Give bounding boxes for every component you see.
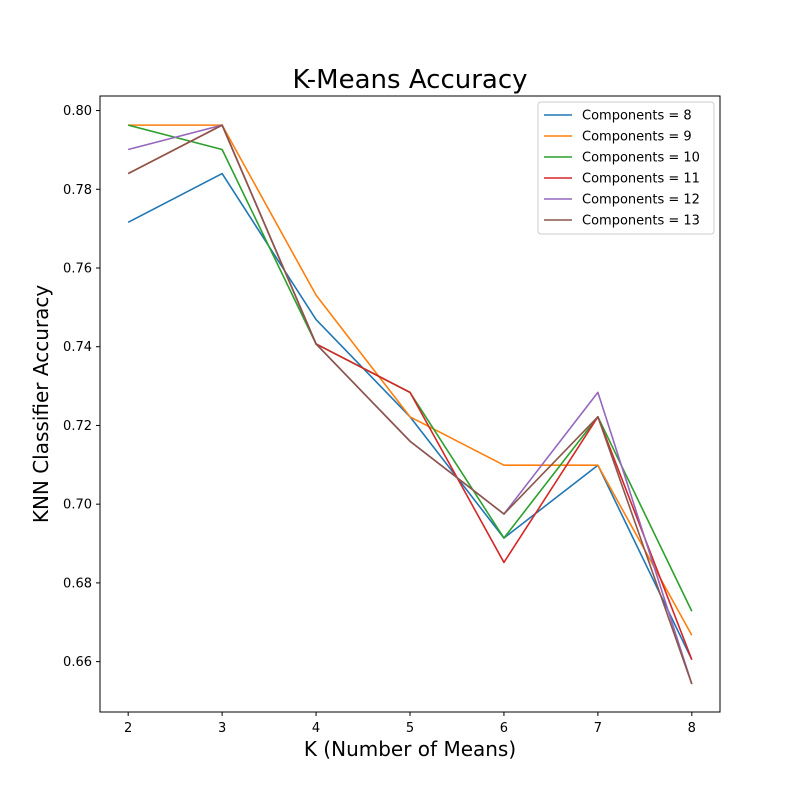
legend-label: Components = 12 — [582, 193, 700, 208]
y-tick-label: 0.80 — [63, 104, 92, 119]
x-tick-label: 3 — [218, 721, 226, 736]
x-tick-label: 7 — [594, 721, 602, 736]
x-tick-label: 6 — [500, 721, 508, 736]
y-tick-label: 0.72 — [63, 419, 92, 434]
legend-label: Components = 11 — [582, 172, 700, 187]
legend-label: Components = 10 — [582, 151, 700, 166]
y-axis: 0.66 0.68 0.70 0.72 0.74 0.76 0.78 0.80 — [63, 104, 100, 670]
legend-label: Components = 13 — [582, 214, 700, 229]
x-axis: 2 3 4 5 6 7 8 — [124, 712, 696, 736]
y-tick-label: 0.70 — [63, 498, 92, 513]
y-tick-label: 0.66 — [63, 655, 92, 670]
legend: Components = 8 Components = 9 Components =… — [537, 101, 715, 235]
y-tick-label: 0.78 — [63, 183, 92, 198]
y-axis-label: KNN Classifier Accuracy — [29, 285, 53, 524]
legend-label: Components = 9 — [582, 130, 692, 145]
series-line-6 — [127, 124, 693, 685]
x-tick-label: 4 — [312, 721, 320, 736]
y-tick-label: 0.76 — [63, 262, 92, 277]
x-tick-label: 8 — [688, 721, 696, 736]
x-axis-label: K (Number of Means) — [304, 737, 516, 761]
y-tick-label: 0.68 — [63, 576, 92, 591]
chart-title: K-Means Accuracy — [292, 65, 527, 95]
legend-box — [537, 101, 715, 235]
x-tick-label: 2 — [124, 721, 132, 736]
legend-label: Components = 8 — [582, 109, 692, 124]
y-tick-label: 0.74 — [63, 340, 92, 355]
x-tick-label: 5 — [406, 721, 414, 736]
series-layer — [127, 124, 693, 685]
